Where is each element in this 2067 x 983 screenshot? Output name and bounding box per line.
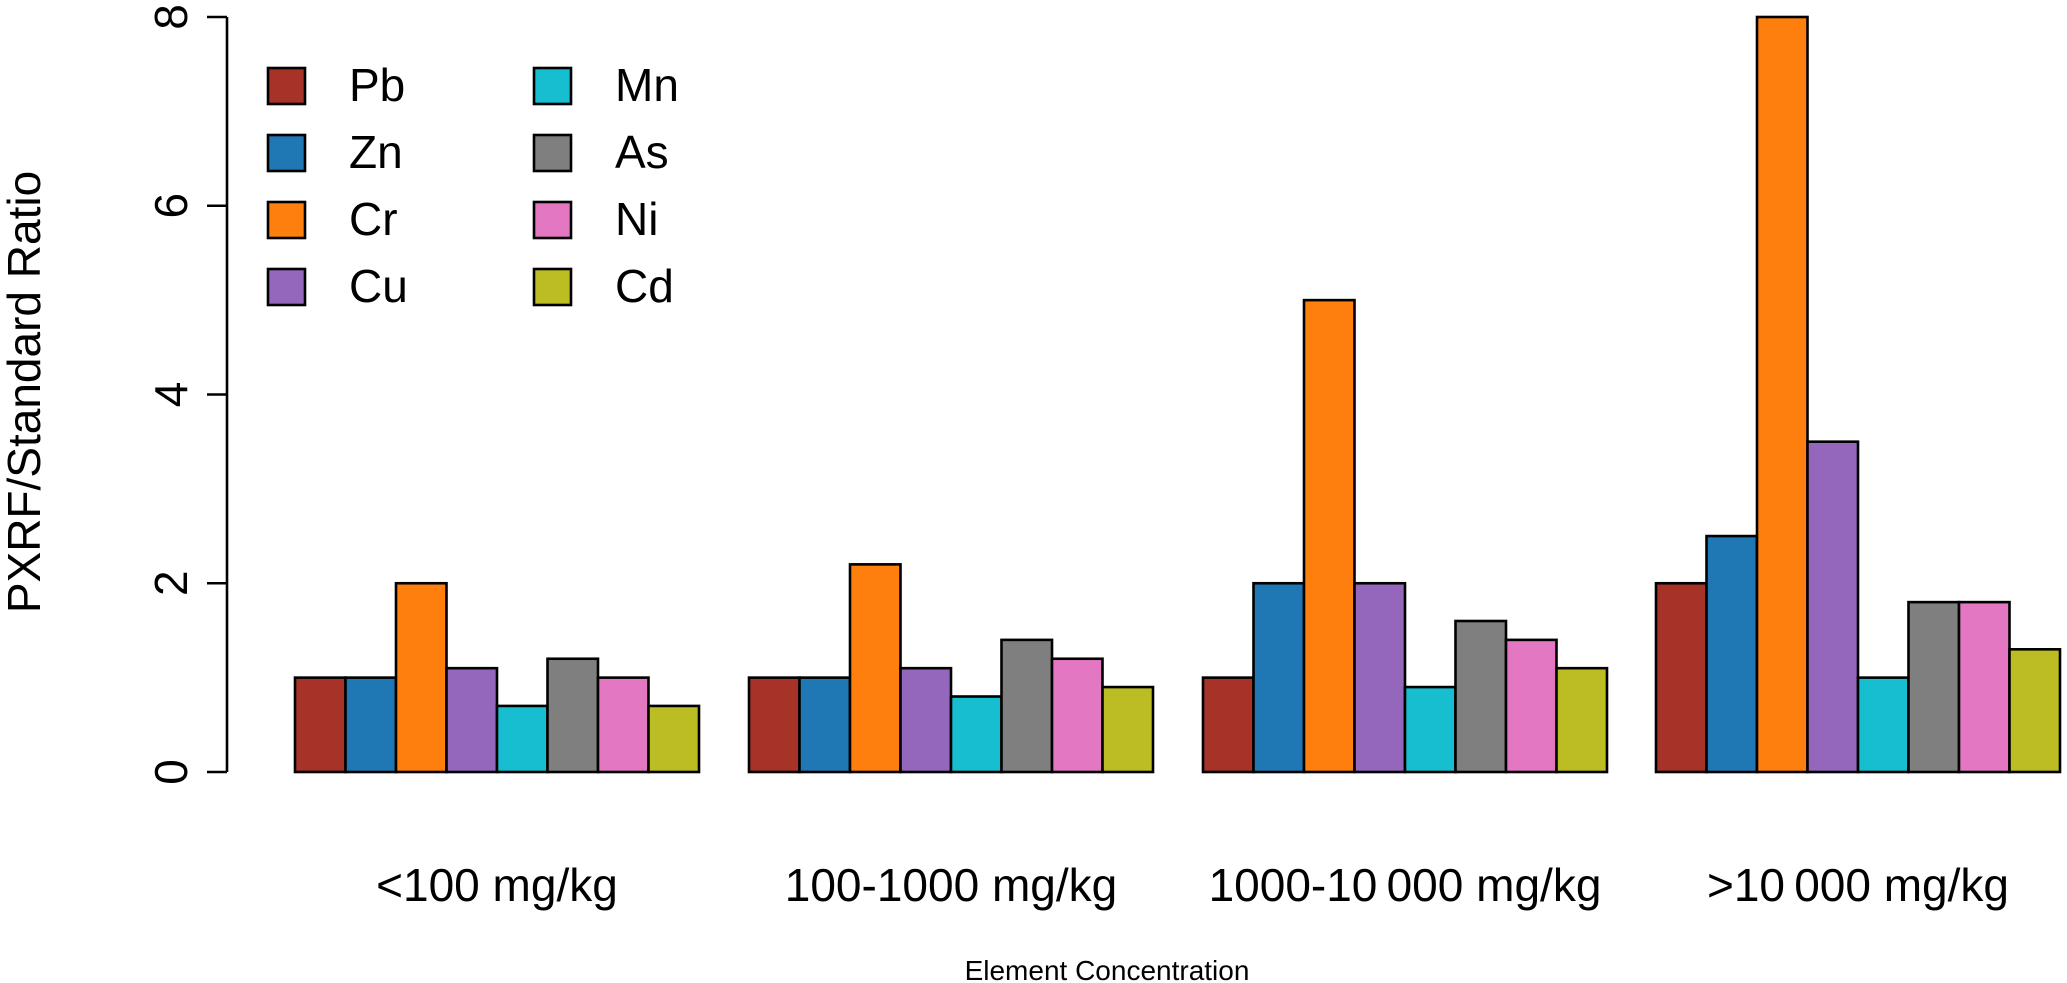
bar-zn-group-2 (1252, 581, 1306, 774)
y-tick-label: 4 (145, 382, 197, 408)
legend-swatch (266, 66, 307, 106)
bar-mn-group-1 (949, 695, 1003, 774)
bars-layer (293, 15, 2062, 774)
bar-as-group-2 (1454, 619, 1508, 774)
legend-swatch (532, 133, 573, 173)
legend-label: Cu (349, 260, 408, 312)
bar-pb-group-0 (293, 676, 347, 774)
bar-zn-group-1 (798, 676, 852, 774)
legend-label: Cr (349, 193, 398, 245)
bar-ni-group-1 (1050, 657, 1104, 774)
y-tick-label: 8 (145, 4, 197, 30)
y-axis-label: PXRF/Standard Ratio (0, 171, 50, 613)
legend: Pb Zn Cr Cu Mn As Ni Cd (266, 59, 679, 312)
y-tick-label: 0 (145, 759, 197, 785)
legend-swatch (266, 200, 307, 240)
legend-label: Zn (349, 126, 403, 178)
bar-as-group-0 (546, 657, 600, 774)
legend-item-pb: Pb (266, 59, 405, 111)
legend-item-zn: Zn (266, 126, 403, 178)
bar-pb-group-1 (747, 676, 801, 774)
legend-item-ni: Ni (532, 193, 658, 245)
bar-zn-group-3 (1705, 534, 1759, 774)
bar-pb-group-2 (1201, 676, 1255, 774)
x-axis: <100 mg/kg 100-1000 mg/kg 1000-10 000 mg/k… (376, 859, 2009, 911)
bar-cd-group-3 (2008, 648, 2062, 774)
bar-ni-group-2 (1504, 638, 1558, 774)
bar-cr-group-1 (848, 563, 902, 774)
legend-item-cr: Cr (266, 193, 398, 245)
y-tick-label: 6 (145, 193, 197, 219)
bar-cd-group-1 (1101, 685, 1155, 774)
x-tick-label: 100-1000 mg/kg (785, 859, 1117, 911)
legend-swatch (532, 66, 573, 106)
bar-cd-group-0 (647, 704, 701, 774)
bar-cu-group-0 (445, 666, 499, 774)
bar-cu-group-3 (1806, 440, 1860, 774)
legend-swatch (266, 267, 307, 307)
legend-item-cu: Cu (266, 260, 408, 312)
bar-zn-group-0 (344, 676, 398, 774)
bar-pb-group-3 (1654, 581, 1708, 774)
y-axis: 0 2 4 6 8 (145, 4, 229, 785)
y-tick-label: 2 (145, 570, 197, 596)
legend-swatch (532, 267, 573, 307)
bar-cu-group-2 (1353, 581, 1407, 774)
bar-cu-group-1 (899, 666, 953, 774)
bar-as-group-3 (1907, 600, 1961, 774)
legend-swatch (266, 133, 307, 173)
bar-ni-group-0 (596, 676, 650, 774)
legend-label: Pb (349, 59, 405, 111)
legend-item-as: As (532, 126, 669, 178)
bar-cr-group-2 (1302, 298, 1356, 774)
bar-as-group-1 (1000, 638, 1054, 774)
x-tick-label: <100 mg/kg (376, 859, 618, 911)
legend-label: Cd (615, 260, 674, 312)
legend-label: Ni (615, 193, 658, 245)
legend-swatch (532, 200, 573, 240)
bar-mn-group-3 (1856, 676, 1910, 774)
bar-cr-group-3 (1755, 15, 1809, 774)
legend-item-cd: Cd (532, 260, 674, 312)
bar-cr-group-0 (394, 581, 448, 774)
legend-label: As (615, 126, 669, 178)
legend-item-mn: Mn (532, 59, 679, 111)
bar-mn-group-2 (1403, 685, 1457, 774)
x-tick-label: 1000-10 000 mg/kg (1209, 859, 1602, 911)
bar-ni-group-3 (1957, 600, 2011, 774)
bar-mn-group-0 (495, 704, 549, 774)
legend-label: Mn (615, 59, 679, 111)
x-tick-label: >10 000 mg/kg (1707, 859, 2009, 911)
x-axis-label: Element Concentration (965, 955, 1250, 983)
bar-cd-group-2 (1555, 666, 1609, 774)
